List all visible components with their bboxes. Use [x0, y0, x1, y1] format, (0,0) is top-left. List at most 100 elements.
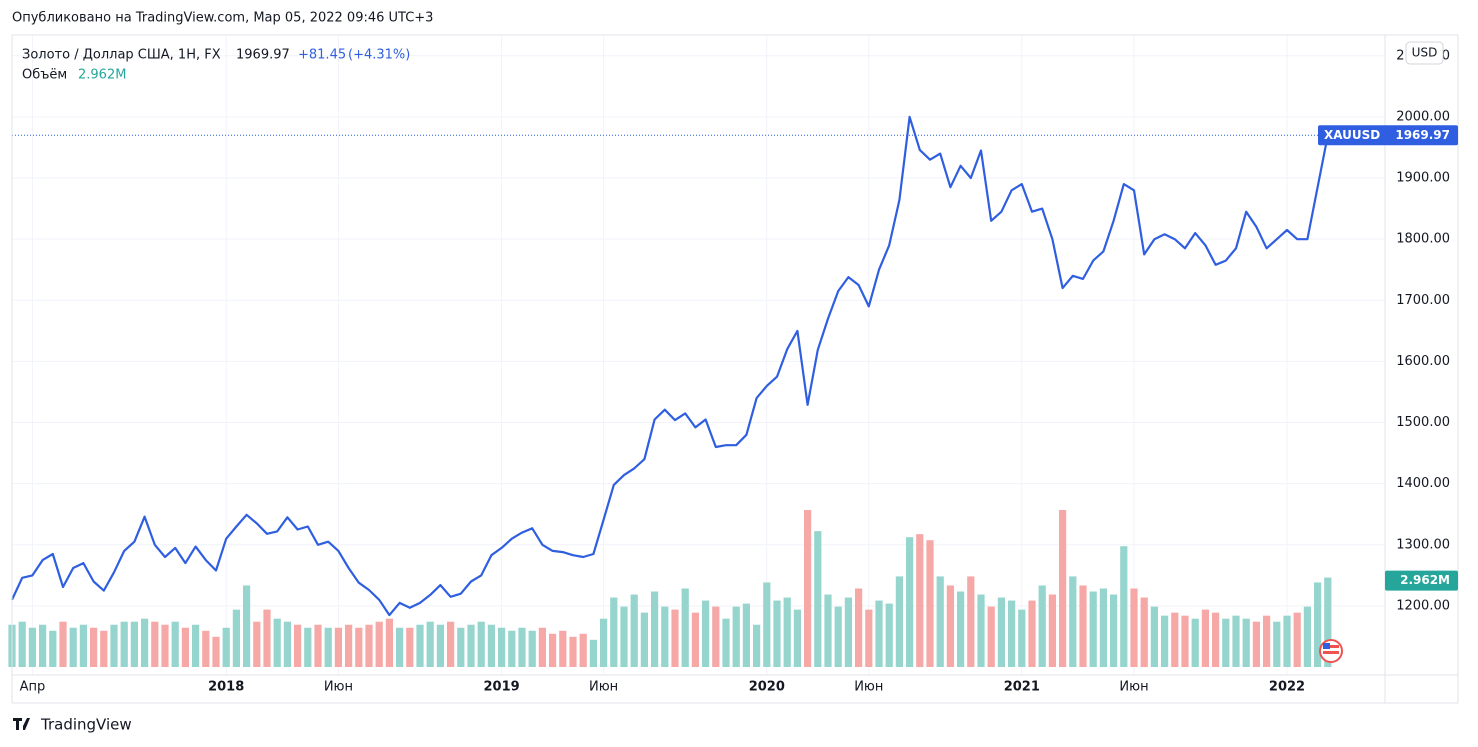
volume-bar: [79, 624, 87, 667]
volume-bar: [1222, 618, 1230, 667]
y-tick-label: 1700.00: [1396, 293, 1450, 308]
volume-bar: [49, 630, 57, 667]
volume-bar: [28, 627, 36, 667]
volume-bar: [773, 600, 781, 667]
volume-bar: [844, 597, 852, 667]
volume-bar: [120, 621, 128, 667]
volume-bar: [345, 624, 353, 667]
price-tag: [1318, 125, 1458, 146]
volume-bar: [518, 627, 526, 667]
volume-bar: [538, 627, 546, 667]
volume-bar: [273, 618, 281, 667]
volume-bar: [1140, 597, 1148, 667]
x-tick-label: Июн: [854, 680, 883, 695]
legend-volume-value: 2.962M: [78, 68, 126, 83]
y-tick-label: 1600.00: [1396, 354, 1450, 369]
volume-bar: [783, 597, 791, 667]
volume-bar: [294, 624, 302, 667]
volume-bar: [681, 588, 689, 667]
volume-bar: [141, 618, 149, 667]
volume-bar: [651, 591, 659, 667]
volume-bar: [1171, 612, 1179, 667]
price-line: [11, 115, 1329, 617]
volume-bar: [1018, 609, 1026, 667]
volume-bar: [457, 627, 465, 667]
flag-icon: [1319, 639, 1343, 663]
volume-bar: [1283, 615, 1291, 667]
footer-brand[interactable]: TradingView: [40, 716, 132, 734]
volume-bar: [763, 582, 771, 667]
volume-bar: [100, 630, 108, 667]
volume-bar: [579, 633, 587, 667]
volume-bar: [916, 534, 924, 667]
volume-bar: [161, 624, 169, 667]
volume-bar: [436, 624, 444, 667]
volume-bar: [1201, 609, 1209, 667]
volume-bar: [906, 537, 914, 667]
volume-bar: [202, 630, 210, 667]
volume-bar: [232, 609, 240, 667]
volume-tag-value: 2.962M: [1400, 573, 1450, 587]
volume-bar: [946, 585, 954, 667]
volume-bar: [212, 636, 220, 667]
volume-bar: [895, 576, 903, 667]
plot: [8, 115, 1385, 667]
volume-bar: [549, 633, 557, 667]
volume-bar: [600, 618, 608, 667]
volume-bar: [1120, 546, 1128, 667]
volume-bar: [396, 627, 404, 667]
volume-bar: [1293, 612, 1301, 667]
volume-bar: [1314, 582, 1322, 667]
volume-bar: [620, 606, 628, 667]
volume-bar: [671, 609, 679, 667]
volume-bar: [1252, 621, 1260, 667]
volume-bar: [375, 621, 383, 667]
volume-bar: [130, 621, 138, 667]
volume-bar: [1161, 615, 1169, 667]
volume-bar: [1263, 615, 1271, 667]
volume-bar: [1038, 585, 1046, 667]
volume-bar: [997, 597, 1005, 667]
volume-bar: [385, 618, 393, 667]
volume-bar: [222, 627, 230, 667]
volume-bar: [1303, 606, 1311, 667]
volume-bar: [528, 630, 536, 667]
volume-bar: [508, 630, 516, 667]
volume-bar: [467, 624, 475, 667]
publish-header: Опубликовано на TradingView.com, Мар 05,…: [12, 11, 433, 26]
volume-bar: [487, 624, 495, 667]
currency-button[interactable]: [1405, 41, 1444, 65]
volume-bar: [1324, 577, 1332, 667]
volume-bar: [39, 624, 47, 667]
x-tick-label: 2021: [1004, 680, 1040, 695]
volume-bar: [355, 627, 363, 667]
volume-bar: [498, 627, 506, 667]
volume-bar: [875, 600, 883, 667]
volume-bar: [1242, 618, 1250, 667]
volume-bar: [804, 510, 812, 667]
volume-bar: [1008, 600, 1016, 667]
currency-label[interactable]: USD: [1412, 46, 1438, 60]
volume-bar: [661, 606, 669, 667]
x-tick-label: 2022: [1269, 680, 1305, 695]
x-tick-label: 2020: [749, 680, 785, 695]
price-tag-value: 1969.97: [1395, 128, 1450, 142]
labels: 1200.00 1300.00 1400.00 1500.00 1600.00 1700.…: [20, 48, 1458, 695]
volume-bar: [1099, 588, 1107, 667]
volume-bar: [314, 624, 322, 667]
volume-bar: [987, 606, 995, 667]
y-tick-label: 1900.00: [1396, 171, 1450, 186]
volume-bar: [324, 627, 332, 667]
volume-bar: [722, 618, 730, 667]
volume-bar: [406, 627, 414, 667]
volume-bar: [365, 624, 373, 667]
logo[interactable]: [13, 718, 30, 730]
volume-bar: [253, 621, 261, 667]
volume-bar: [69, 627, 77, 667]
volume-bar: [110, 624, 118, 667]
legend-value: 1969.97: [236, 48, 290, 63]
volume-bar: [926, 540, 934, 667]
volume-bar: [263, 609, 271, 667]
x-tick-label: Июн: [589, 680, 618, 695]
